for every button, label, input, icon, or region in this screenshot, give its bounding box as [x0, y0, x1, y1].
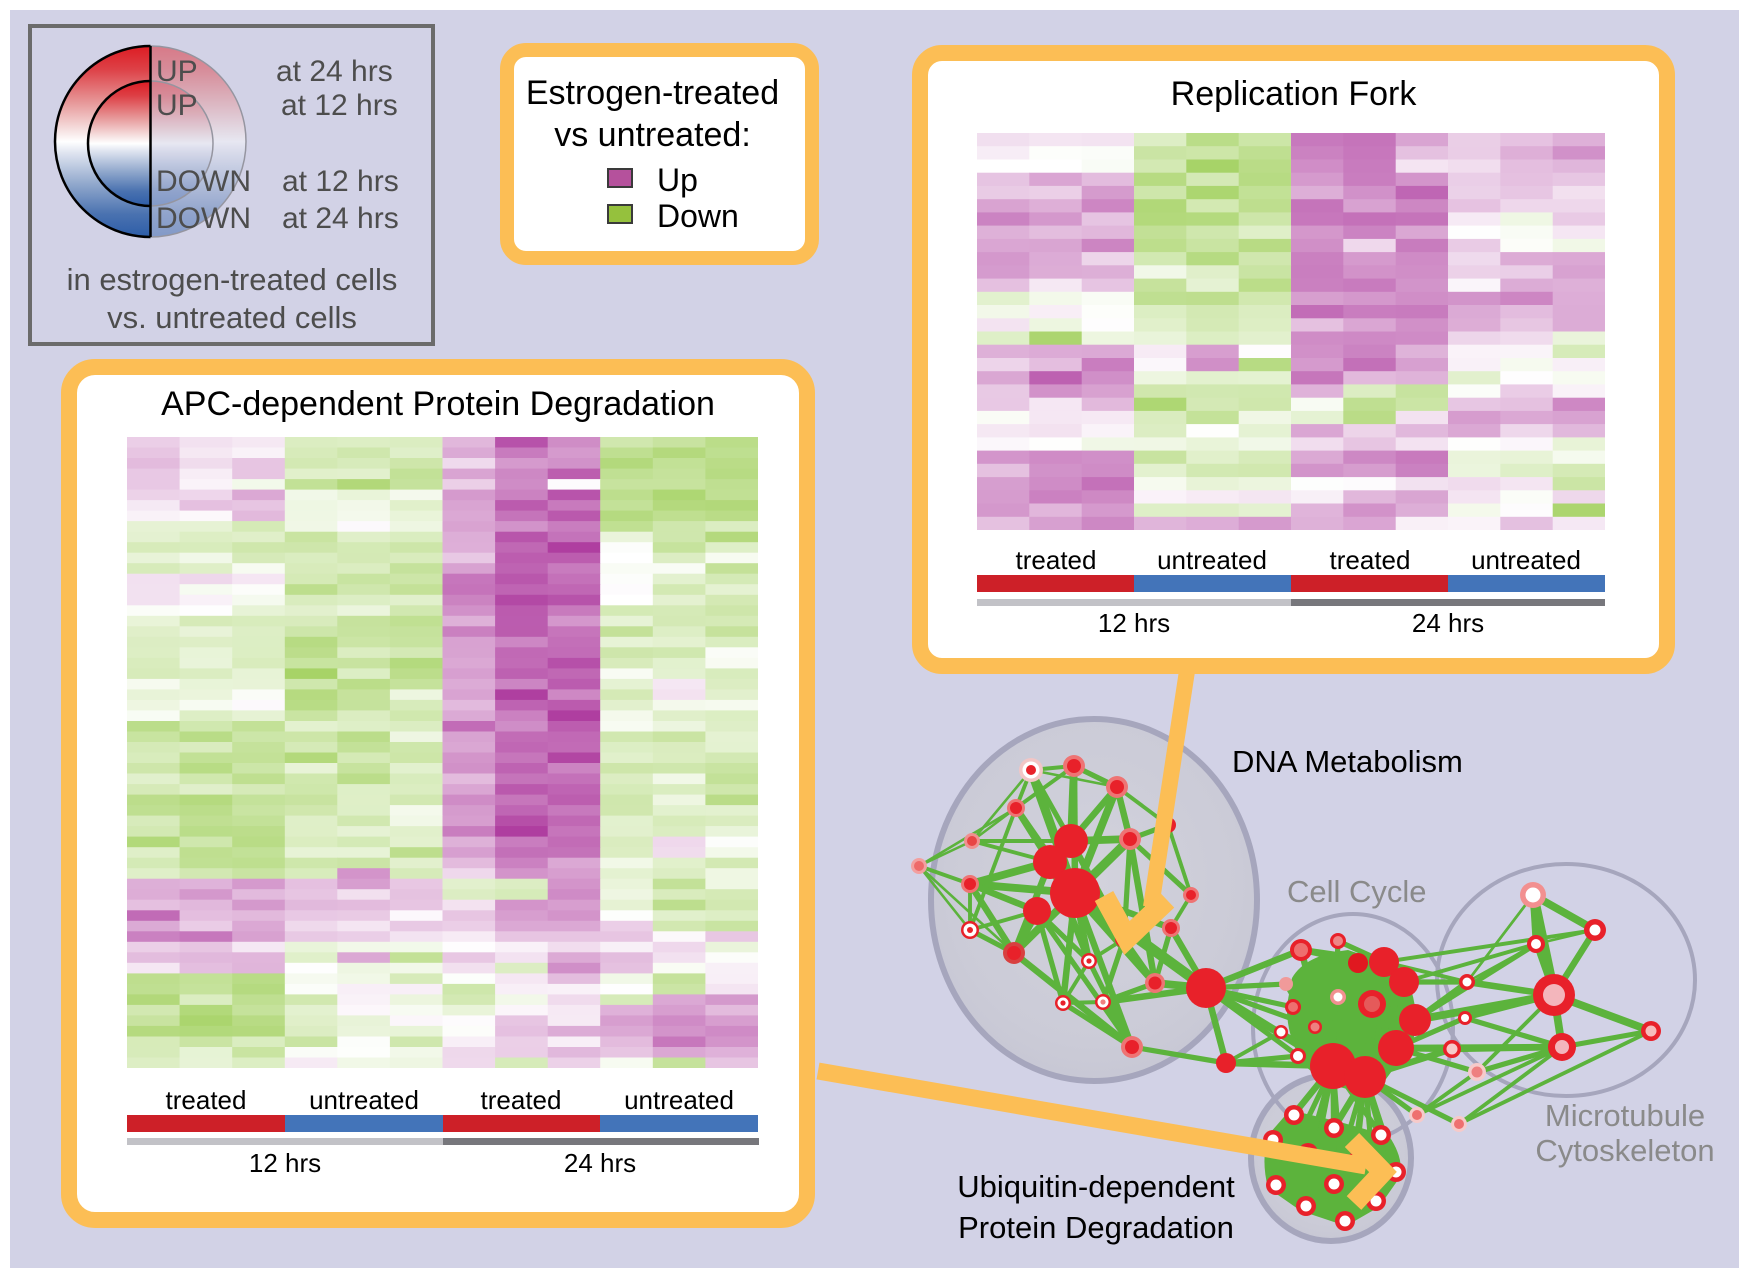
svg-text:Protein Degradation: Protein Degradation	[958, 1210, 1234, 1245]
svg-text:DNA Metabolism: DNA Metabolism	[1232, 744, 1463, 779]
svg-text:Ubiquitin-dependent: Ubiquitin-dependent	[957, 1169, 1235, 1204]
svg-text:Cell Cycle: Cell Cycle	[1287, 874, 1427, 909]
svg-text:Cytoskeleton: Cytoskeleton	[1535, 1133, 1714, 1168]
svg-text:Microtubule: Microtubule	[1545, 1098, 1705, 1133]
